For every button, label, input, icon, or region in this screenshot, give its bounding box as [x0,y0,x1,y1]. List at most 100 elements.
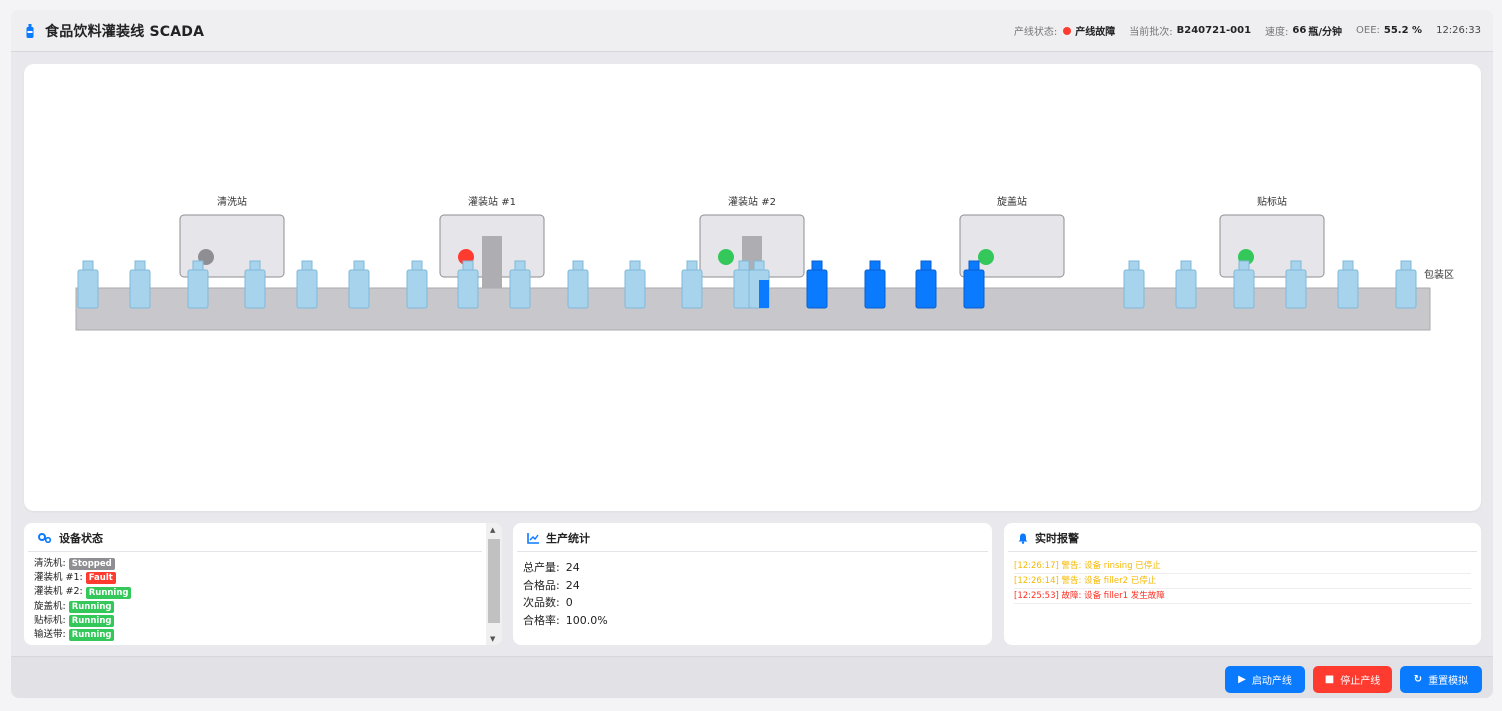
bottle-neck [738,260,750,271]
station-label: 清洗站 [217,195,247,208]
bottle [567,269,589,309]
bottle [187,269,209,309]
stat-good-value: 24 [565,578,580,592]
batch-info: 当前批次: B240721-001 [1129,23,1251,38]
station-label: 灌装站 #2 [728,195,776,208]
status-badge: Running [68,629,115,642]
bottle-neck [1400,260,1412,271]
oee-info: OEE: 55.2 % [1356,25,1422,36]
station-status-indicator [718,249,734,265]
filling-nozzle [482,236,502,288]
stat-rate: 合格率: 100.0% [523,612,982,630]
stat-total-value: 24 [565,561,580,574]
device-row: 灌装机 #2: Running [34,585,492,599]
bottle [296,269,318,309]
speed-info: 速度: 66 瓶/分钟 [1265,23,1342,38]
bottle [406,269,428,309]
oee-value: 55.2 % [1383,25,1423,36]
device-row: 灌装机 #1: Fault [34,571,492,585]
speed-unit: 瓶/分钟 [1308,27,1342,38]
stat-bad-value: 0 [565,596,573,609]
status-badge: Fault [85,572,116,585]
production-line-canvas: 清洗站 灌装站 #1 灌装站 #2 旋盖站 贴标站包装区 [24,64,1481,511]
stat-good-label: 合格品: [523,578,560,592]
stop-line-label: 停止产线 [1340,676,1381,687]
bottle [1285,269,1307,309]
line-status: 产线状态: 产线故障 [1014,23,1115,38]
device-list-scrollbar[interactable]: ▲ ▼ [486,523,502,645]
device-label: 清洗机: [34,558,66,569]
speed-value: 66 [1292,25,1307,36]
play-icon: ▶ [1238,674,1246,685]
station-label: 旋盖站 [997,195,1027,208]
scada-app: 食品饮料灌装线 SCADA 产线状态: 产线故障 当前批次: B240721-0… [11,10,1493,698]
scroll-thumb[interactable] [488,539,500,623]
device-row: 输送带: Running [34,628,492,642]
stat-bad-label: 次品数: [523,596,560,609]
line-status-label: 产线状态: [1013,27,1058,38]
bottle-neck [192,260,204,271]
bottle [1395,269,1417,309]
clock: 12:26:33 [1436,25,1481,36]
reset-icon: ↻ [1413,674,1423,685]
stat-good: 合格品: 24 [523,577,982,595]
start-line-button[interactable]: ▶ 启动产线 [1225,666,1305,693]
bottle-neck [1238,260,1250,271]
bottle-neck [353,260,365,271]
device-label: 灌装机 #2: [34,586,83,598]
status-badge: Running [85,586,132,599]
reset-simulation-label: 重置模拟 [1428,676,1469,687]
bottle-neck [629,260,641,271]
device-status-title: 设备状态 [59,532,103,545]
bottle [806,269,828,309]
header-bar: 食品饮料灌装线 SCADA 产线状态: 产线故障 当前批次: B240721-0… [11,10,1493,52]
bottle-neck [753,260,765,271]
alarm-panel: 实时报警 [12:26:17] 警告: 设备 rinsing 已停止 [12:26… [1004,523,1481,645]
alarm-item: [12:26:14] 警告: 设备 filler2 已停止 [1014,574,1471,589]
stop-icon: ■ [1324,674,1335,685]
production-stats-panel: 生产统计 总产量: 24 合格品: 24 次品数: 0 合格率: 100.0% [513,523,992,645]
bottle-neck [920,260,932,271]
bottle [963,269,985,309]
bottle-icon [23,22,37,40]
bottle-neck [811,260,823,271]
bottle-neck [462,260,474,271]
device-row: 清洗机: Stopped [34,557,492,571]
bottle [624,269,646,309]
station-label: 贴标站 [1257,195,1287,208]
scroll-down-icon[interactable]: ▼ [490,635,496,643]
stat-bad: 次品数: 0 [523,594,982,612]
bottle-neck [1128,260,1140,271]
alarm-item: [12:26:17] 警告: 设备 rinsing 已停止 [1014,559,1471,574]
bottle-neck [514,260,526,271]
bell-icon [1018,533,1028,544]
reset-simulation-button[interactable]: ↻ 重置模拟 [1400,666,1482,693]
device-label: 旋盖机: [34,600,66,612]
bottle-neck [301,260,313,271]
bottle-neck [968,260,980,271]
bottle [864,269,886,309]
oee-label: OEE: [1356,25,1380,36]
stat-total: 总产量: 24 [523,559,982,577]
bottle-neck [249,260,261,271]
bottle [457,269,479,309]
packaging-area-label: 包装区 [1424,268,1454,281]
alarm-header: 实时报警 [1008,523,1477,552]
station-box [1219,214,1325,278]
stats-title: 生产统计 [546,532,590,545]
scroll-up-icon[interactable]: ▲ [490,526,496,534]
bottle [1175,269,1197,309]
stop-line-button[interactable]: ■ 停止产线 [1313,666,1392,693]
device-list: 清洗机: Stopped 灌装机 #1: Fault 灌装机 #2: Running 旋盖机… [24,552,502,642]
status-badge: Running [68,614,115,627]
bottle-neck [572,260,584,271]
bottle-neck [411,260,423,271]
bottle [1123,269,1145,309]
fault-dot-icon [1063,26,1072,35]
batch-label: 当前批次: [1129,27,1173,38]
speed-label: 速度: [1265,27,1289,38]
bottle-neck [1180,260,1192,271]
bottle [348,269,370,309]
station-label: 灌装站 #1 [468,195,516,208]
